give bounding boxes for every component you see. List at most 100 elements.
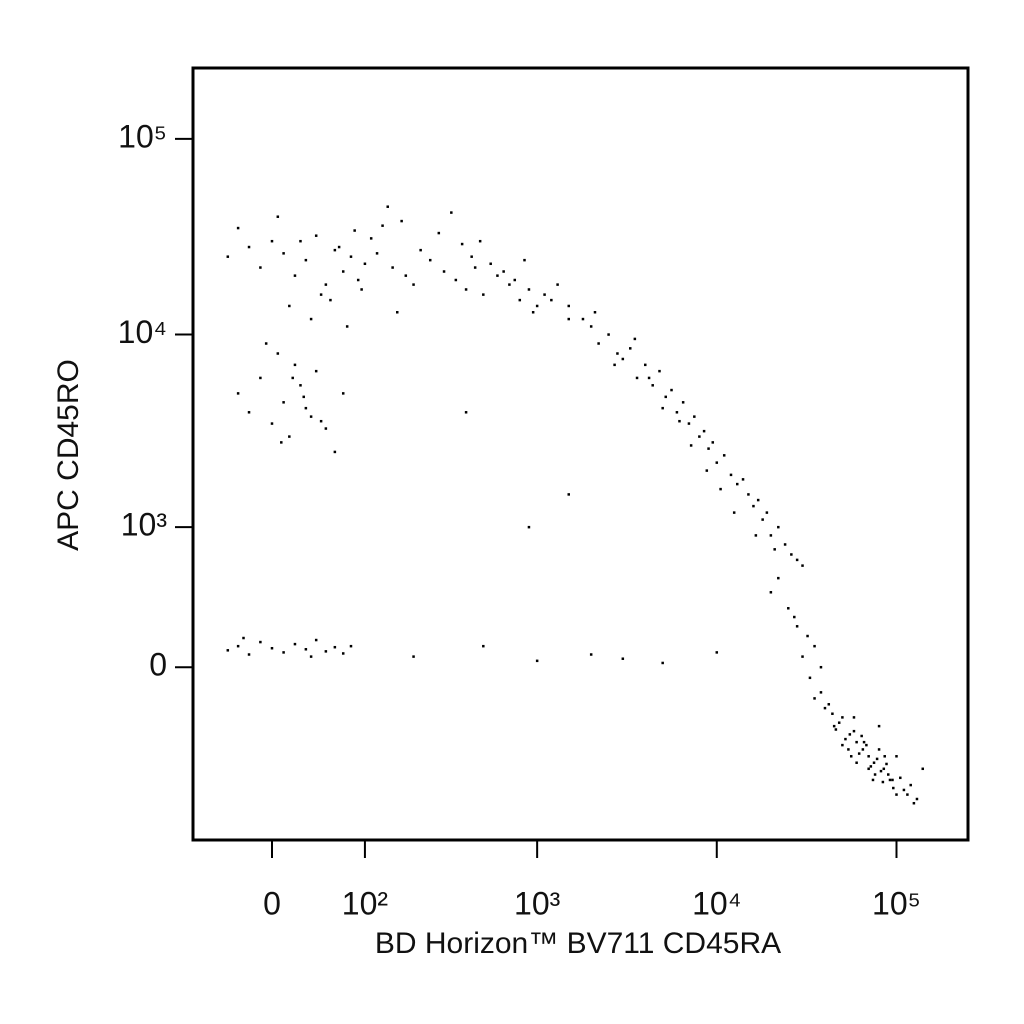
- dot: [852, 716, 856, 719]
- dot: [895, 755, 898, 758]
- dot: [341, 270, 345, 273]
- dot: [513, 278, 517, 282]
- dot: [675, 411, 679, 414]
- dot: [707, 447, 710, 450]
- dot: [386, 205, 389, 208]
- dot: [747, 493, 750, 496]
- dot: [722, 454, 726, 457]
- dot: [270, 239, 274, 243]
- dot: [651, 384, 654, 387]
- dot: [319, 293, 323, 296]
- dot: [871, 778, 875, 782]
- dot: [616, 352, 619, 355]
- x-tick-label: 0: [263, 885, 281, 921]
- dot: [819, 665, 823, 669]
- dot: [242, 636, 245, 640]
- dot: [644, 363, 647, 367]
- dot: [855, 761, 858, 764]
- dot: [787, 607, 790, 610]
- dot: [535, 659, 539, 663]
- dot: [288, 435, 291, 438]
- dot: [337, 245, 341, 249]
- dot: [875, 757, 879, 761]
- dot: [873, 773, 877, 776]
- dot: [715, 461, 719, 464]
- dot: [288, 304, 291, 308]
- dot: [535, 304, 539, 308]
- dot: [291, 376, 294, 380]
- dot: [412, 655, 415, 658]
- dot: [881, 780, 885, 784]
- dot: [613, 363, 616, 367]
- dot: [304, 258, 308, 262]
- dot: [464, 288, 468, 291]
- dot: [324, 283, 328, 286]
- dot: [861, 748, 865, 751]
- dot: [879, 769, 883, 773]
- dot: [729, 473, 733, 477]
- dot: [834, 728, 838, 731]
- dot: [793, 615, 796, 619]
- dot: [454, 278, 458, 282]
- dot: [621, 357, 625, 361]
- dot: [470, 255, 473, 258]
- dot: [647, 376, 651, 380]
- x-tick-label: 10²: [342, 885, 389, 921]
- dot: [247, 411, 251, 414]
- dot: [304, 406, 308, 410]
- dot: [808, 676, 812, 680]
- dot: [482, 644, 485, 648]
- dot: [404, 274, 408, 277]
- dot: [823, 706, 827, 710]
- dot: [589, 325, 593, 328]
- dot: [518, 298, 522, 302]
- x-tick-label: 10⁵: [872, 885, 921, 921]
- dot: [567, 317, 570, 321]
- dot: [314, 234, 318, 237]
- dot: [741, 478, 745, 481]
- dot: [906, 793, 909, 796]
- dot: [882, 767, 886, 771]
- dot: [333, 248, 337, 252]
- dot: [831, 712, 834, 715]
- dot: [360, 288, 363, 291]
- dot: [765, 511, 769, 514]
- dot: [693, 415, 696, 418]
- dot: [309, 317, 313, 321]
- dot: [852, 729, 856, 733]
- dot: [848, 733, 852, 736]
- dot: [226, 649, 230, 652]
- dot: [860, 734, 863, 738]
- dot: [349, 255, 353, 258]
- dot: [270, 422, 274, 425]
- dot: [877, 724, 881, 728]
- dot: [324, 650, 328, 653]
- dot: [813, 697, 816, 700]
- dot: [736, 482, 739, 486]
- y-tick-label: 10⁴: [118, 314, 167, 350]
- dot: [872, 761, 876, 764]
- dot: [678, 419, 681, 423]
- dot: [670, 388, 673, 392]
- dot: [887, 773, 890, 776]
- dot: [867, 767, 870, 771]
- dot: [329, 298, 332, 302]
- dot: [293, 274, 297, 277]
- dot: [621, 657, 625, 660]
- dot: [715, 651, 719, 654]
- dot: [341, 652, 345, 655]
- y-axis-label: APC CD45RO: [52, 359, 85, 551]
- dot: [395, 311, 399, 314]
- dot: [259, 266, 262, 269]
- dot: [496, 274, 499, 277]
- dot: [502, 270, 505, 273]
- x-tick-label: 10⁴: [692, 885, 741, 921]
- dot: [806, 634, 809, 638]
- dot: [363, 262, 367, 266]
- dot: [837, 721, 841, 724]
- dot: [909, 783, 912, 787]
- dot: [293, 363, 297, 367]
- dot: [319, 419, 323, 423]
- dot: [556, 283, 559, 286]
- dot: [819, 691, 823, 694]
